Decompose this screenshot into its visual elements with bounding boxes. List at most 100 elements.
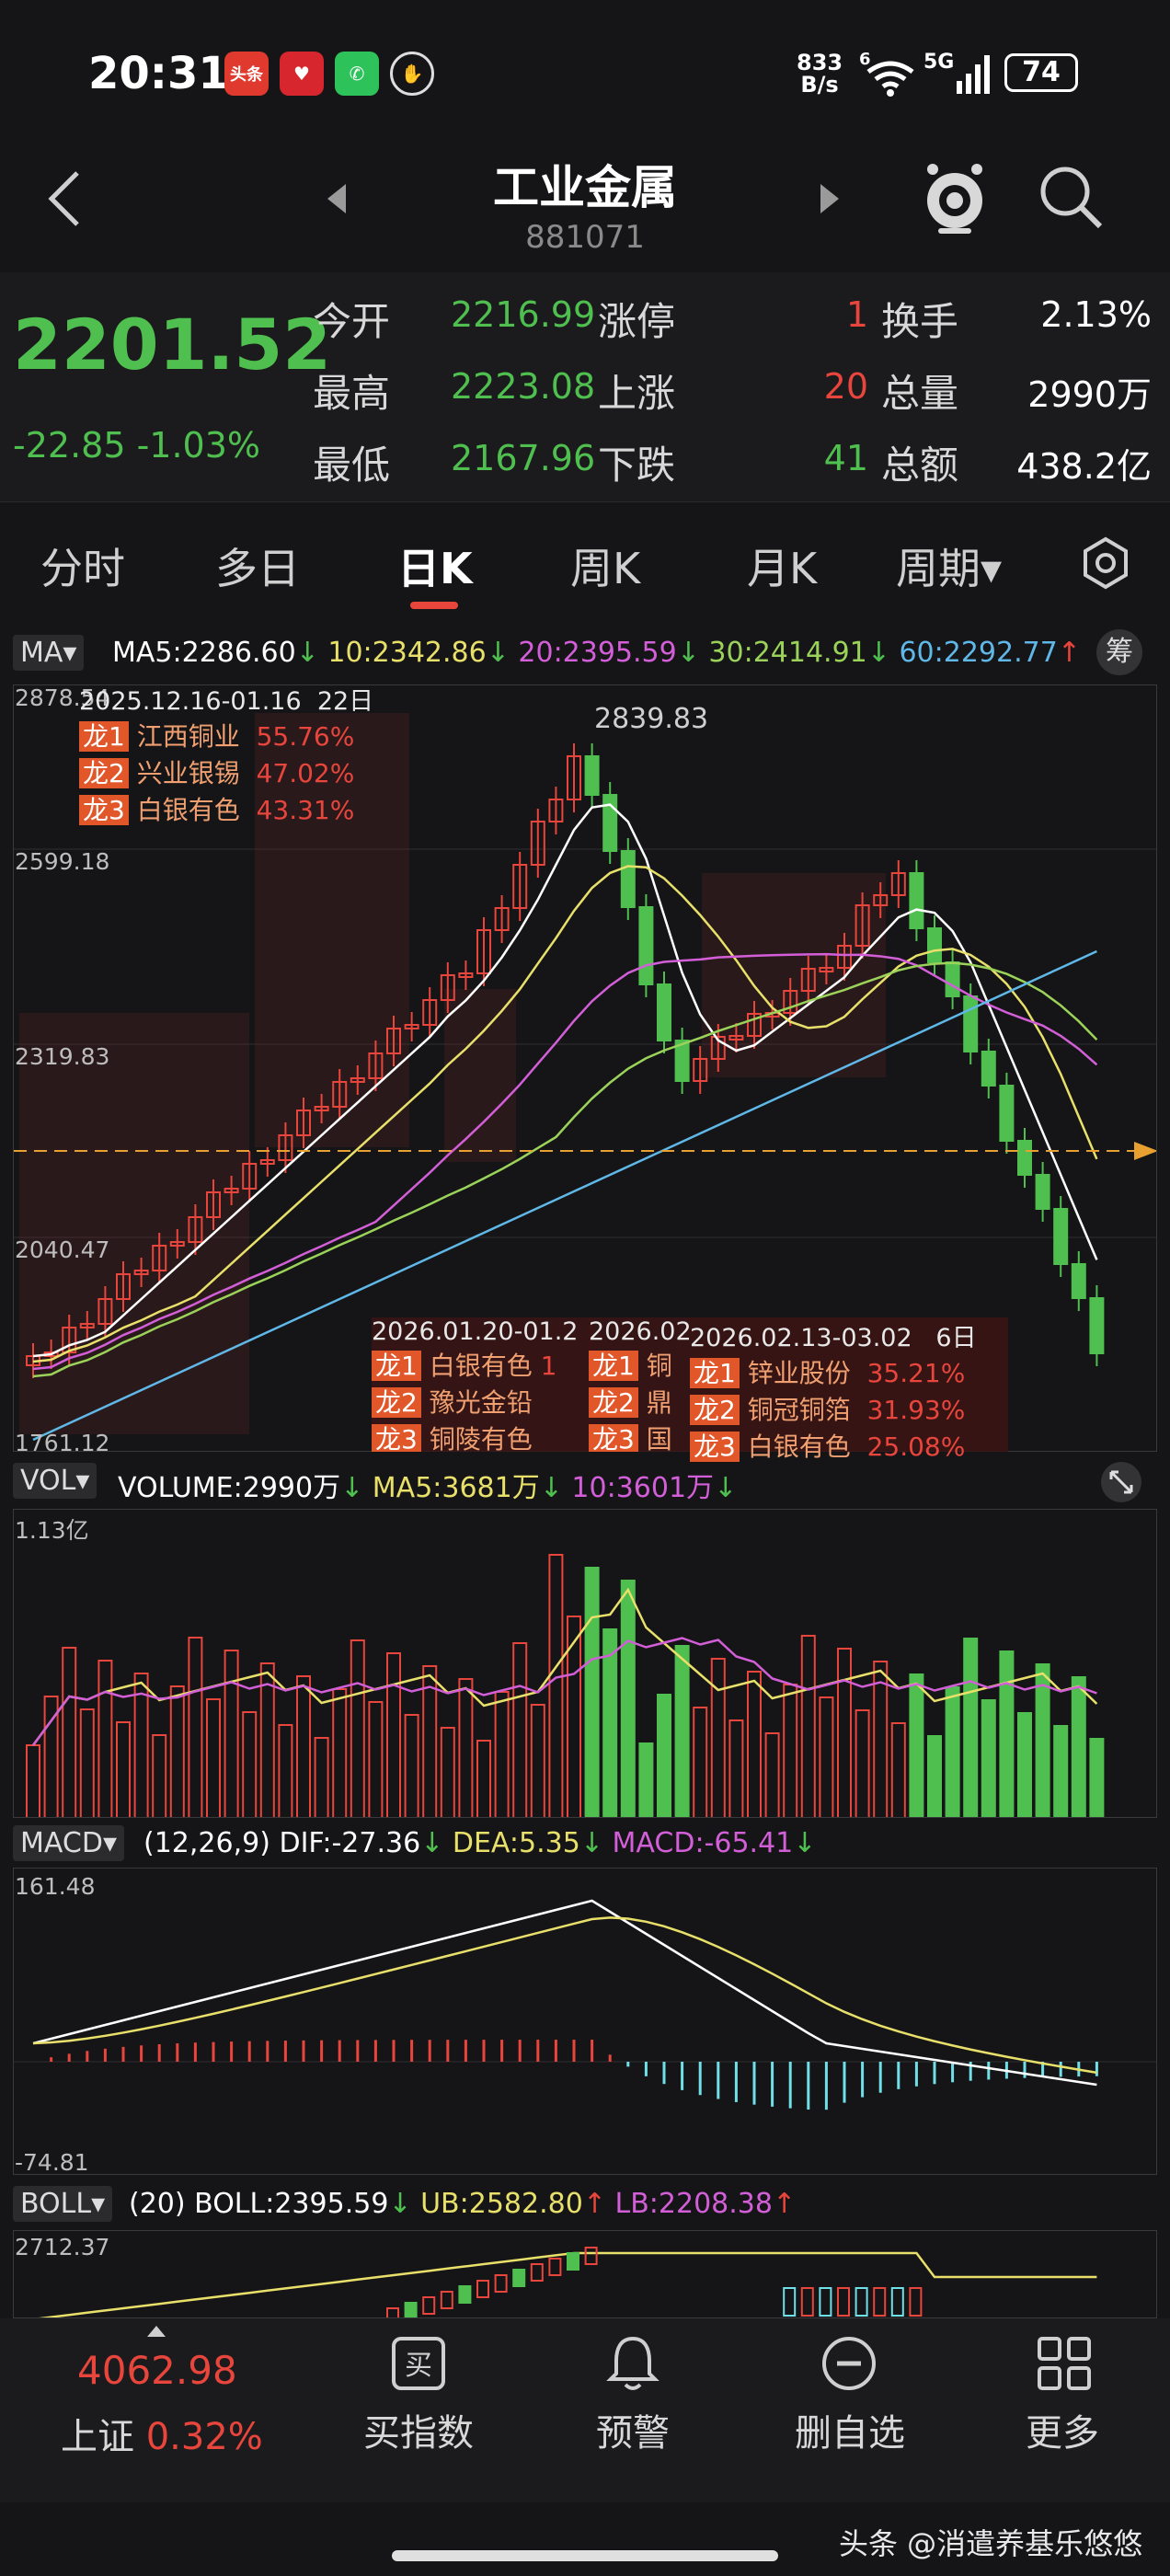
- candle-body: [79, 1323, 95, 1328]
- candle-body: [674, 1040, 690, 1082]
- buy-index-icon[interactable]: 买: [390, 2335, 447, 2392]
- ma30-line: [32, 961, 1098, 1378]
- tab-period-dropdown[interactable]: 周期▾: [896, 544, 1003, 593]
- more-grid-icon[interactable]: [1036, 2335, 1093, 2392]
- macd-chart[interactable]: [13, 1868, 1157, 2175]
- candle-body: [800, 968, 816, 992]
- volume-bar: [963, 1638, 979, 1817]
- volume-bar: [981, 1699, 996, 1817]
- volume-bar: [800, 1635, 816, 1817]
- candle-body: [747, 1013, 762, 1037]
- volume-indicator-select[interactable]: VOL▾: [13, 1463, 98, 1499]
- volume-bar: [837, 1648, 852, 1817]
- current-price-marker: [1134, 1142, 1156, 1160]
- candle-body: [602, 794, 618, 852]
- tab-monthly-k[interactable]: 月K: [747, 544, 818, 593]
- up-triangle-icon: [147, 2326, 166, 2337]
- settings-icon[interactable]: [1078, 535, 1133, 591]
- alert-button[interactable]: 预警: [596, 2412, 670, 2455]
- leader-box-1[interactable]: 2025.12.16-01.16 22日 龙1 江西铜业 55.76% 龙2 兴…: [79, 687, 374, 825]
- candle-body: [116, 1273, 131, 1300]
- candle-body: [440, 974, 455, 1001]
- volume-bar: [43, 1696, 59, 1817]
- candle-body: [693, 1058, 708, 1082]
- volume-bar: [259, 1662, 275, 1817]
- candle-body: [350, 1077, 365, 1083]
- volume-bar: [584, 1567, 600, 1817]
- macd-values: (12,26,9) DIF:-27.36↓ DEA:5.35↓ MACD:-65…: [143, 1827, 817, 1859]
- candle-body: [567, 755, 581, 800]
- main-indicator-select[interactable]: MA▾: [13, 635, 85, 671]
- volume-bar: [783, 1684, 798, 1817]
- leader-box-3[interactable]: 2026.02 龙1 铜 龙2 鼎 龙3 国: [589, 1317, 690, 1452]
- buy-index-button[interactable]: 买指数: [363, 2412, 474, 2455]
- volume-bar: [26, 1744, 40, 1817]
- volume-bar: [693, 1707, 708, 1817]
- dea-line: [32, 1916, 1097, 2075]
- macd-indicator-select[interactable]: MACD▾: [13, 1825, 124, 1861]
- bell-icon[interactable]: [605, 2333, 660, 2394]
- prev-stock-icon[interactable]: [324, 180, 348, 217]
- turnover-label: 换手: [881, 299, 959, 344]
- open-value: 2216.99: [451, 294, 596, 335]
- candle-body: [657, 983, 671, 1041]
- candle-body: [548, 799, 564, 822]
- boll-candle: [476, 2280, 489, 2298]
- ma-values: MA5:2286.60↓ 10:2342.86↓ 20:2395.59↓ 30:…: [112, 637, 1081, 669]
- candle-body: [945, 961, 960, 997]
- index-value[interactable]: 4062.98: [77, 2348, 237, 2393]
- volume-axis-top: 1.13亿: [15, 1517, 89, 1544]
- volume-bar: [819, 1696, 834, 1817]
- candle-body: [386, 1028, 401, 1054]
- candle-body: [314, 1106, 329, 1111]
- boll-candle: [584, 2247, 598, 2265]
- candle-body: [783, 990, 798, 1014]
- tab-multi-day[interactable]: 多日: [215, 544, 300, 593]
- tab-active-indicator: [410, 602, 458, 609]
- tab-weekly-k[interactable]: 周K: [570, 544, 641, 593]
- boll-values: (20) BOLL:2395.59↓ UB:2582.80↑ LB:2208.3…: [129, 2188, 797, 2220]
- volume-chart[interactable]: [13, 1509, 1157, 1818]
- volume-bar: [314, 1737, 329, 1817]
- tab-daily-k[interactable]: 日K: [397, 544, 473, 593]
- volume-bar: [999, 1650, 1015, 1817]
- remove-watchlist-button[interactable]: 删自选: [795, 2412, 905, 2455]
- boll-indicator-select[interactable]: BOLL▾: [13, 2186, 113, 2222]
- ma10-line: [32, 865, 1098, 1363]
- more-button[interactable]: 更多: [1026, 2412, 1099, 2455]
- leader-box-4[interactable]: 2026.02.13-03.02 6日 龙1 锌业股份 35.21% 龙2 铜冠…: [690, 1317, 1008, 1462]
- robot-assistant-icon[interactable]: [920, 158, 990, 236]
- candle-body: [458, 972, 474, 978]
- candle-body: [855, 904, 870, 947]
- gesture-bar[interactable]: [392, 2550, 778, 2561]
- price-change: -22.85 -1.03%: [13, 425, 261, 466]
- boll-candle: [548, 2258, 562, 2276]
- ma60-line: [32, 949, 1097, 1442]
- boll-candle: [440, 2291, 453, 2309]
- candle-body: [584, 755, 600, 796]
- volume-bar: [440, 1727, 455, 1817]
- volume-bar: [206, 1698, 221, 1817]
- candle-body: [152, 1245, 167, 1271]
- boll-axis-top: 2712.37: [15, 2234, 110, 2260]
- volume-bar: [98, 1660, 113, 1817]
- candle-body: [909, 872, 924, 929]
- candle-body: [206, 1191, 221, 1218]
- toutiao-app-icon: 头条: [224, 52, 269, 96]
- battery-icon: 74: [1004, 53, 1078, 92]
- back-icon[interactable]: [37, 166, 92, 230]
- wechat-icon: ✆: [335, 52, 379, 96]
- index-summary[interactable]: 上证 0.32%: [61, 2416, 263, 2458]
- volume-bar: [350, 1639, 365, 1817]
- expand-icon[interactable]: [1100, 1461, 1142, 1503]
- tab-intraday[interactable]: 分时: [40, 544, 125, 593]
- remove-watchlist-icon[interactable]: [820, 2335, 878, 2392]
- leader-box-2[interactable]: 2026.01.20-01.2 龙1 白银有色 1 龙2 豫光金铅 龙3 铜陵有…: [372, 1317, 592, 1452]
- volume-bar: [422, 1665, 438, 1817]
- chip-distribution-button[interactable]: 筹: [1096, 629, 1142, 675]
- search-icon[interactable]: [1036, 162, 1106, 232]
- volume-bar: [62, 1647, 77, 1817]
- dif-line: [32, 1899, 1097, 2087]
- next-stock-icon[interactable]: [819, 180, 843, 217]
- boll-chart[interactable]: [13, 2230, 1157, 2318]
